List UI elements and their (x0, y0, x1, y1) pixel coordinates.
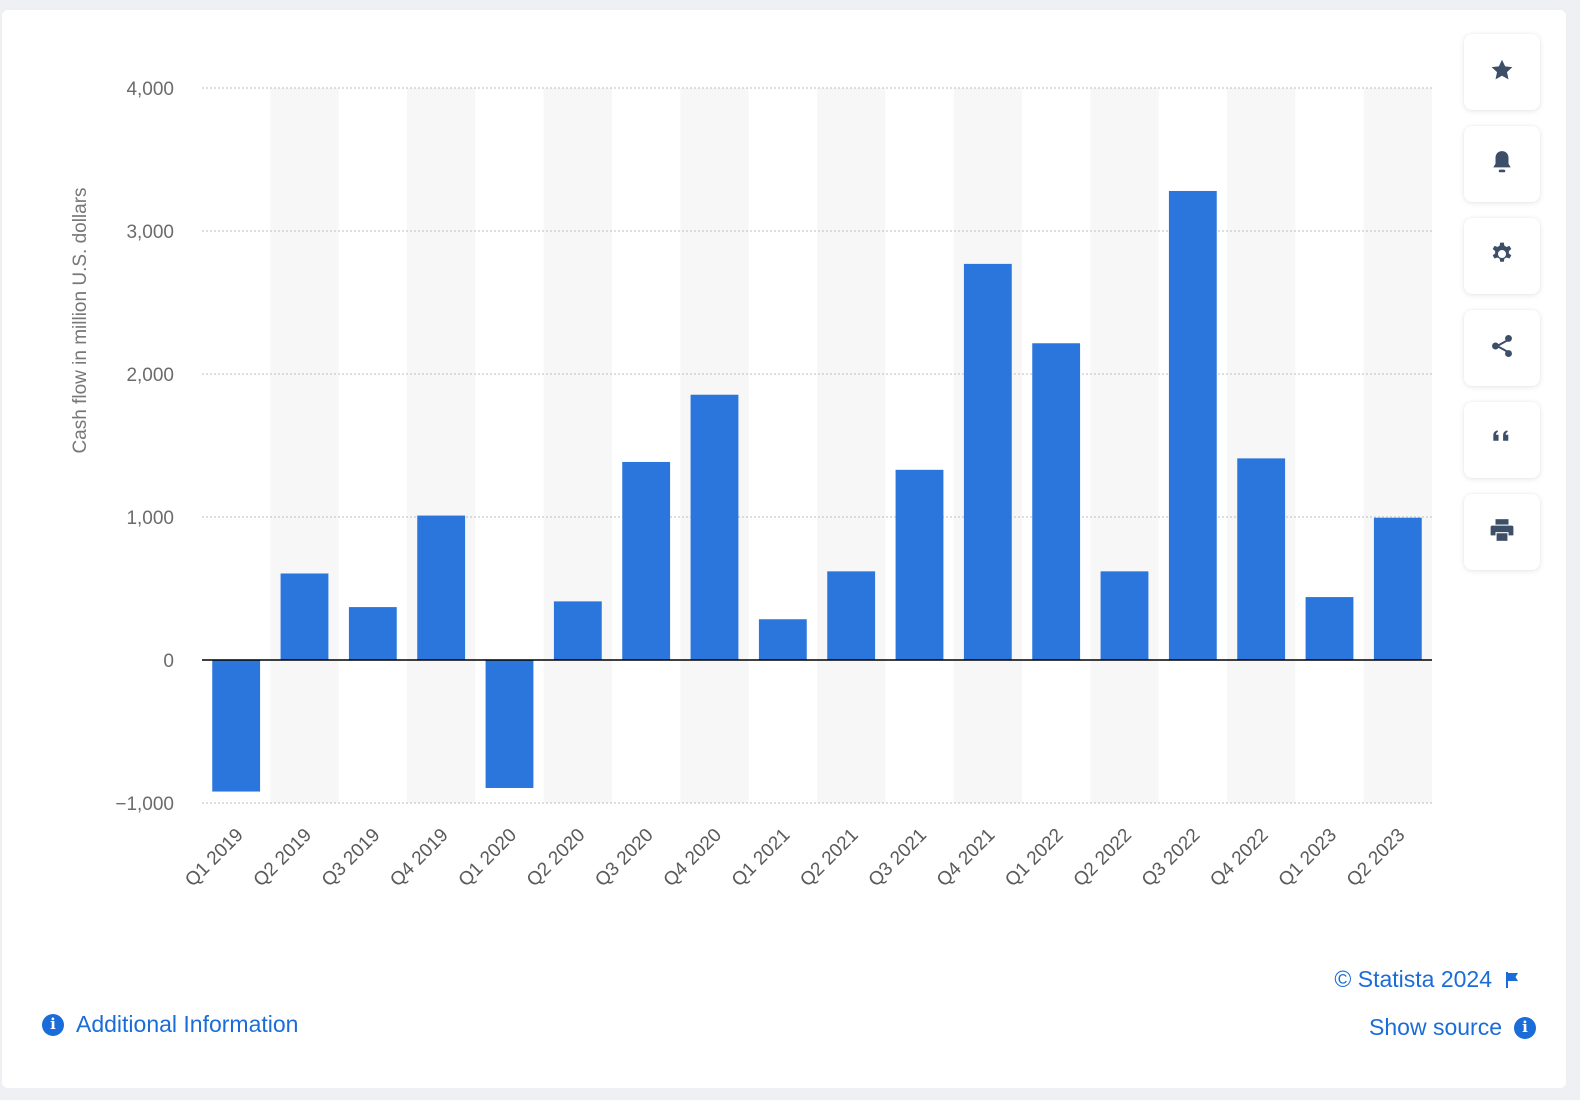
y-tick-label: −1,000 (115, 794, 174, 815)
share-icon (1489, 333, 1515, 364)
cite-button[interactable] (1464, 402, 1540, 478)
bar[interactable] (827, 571, 876, 660)
favorite-button[interactable] (1464, 34, 1540, 110)
credit-text: © Statista 2024 (1334, 966, 1492, 992)
gear-icon (1489, 241, 1515, 272)
bar[interactable] (690, 394, 739, 660)
bar[interactable] (485, 660, 534, 788)
x-tick-label: Q4 2021 (933, 825, 999, 891)
bar[interactable] (417, 515, 466, 660)
x-tick-label: Q1 2021 (728, 825, 794, 891)
bar[interactable] (1100, 571, 1149, 660)
additional-information-label: Additional Information (76, 1011, 299, 1037)
x-tick-label: Q3 2022 (1138, 825, 1204, 891)
y-tick-label: 0 (163, 651, 174, 672)
x-tick-label: Q2 2021 (796, 825, 862, 891)
background-bands (270, 88, 1432, 803)
y-tick-label: 3,000 (126, 222, 174, 243)
category-band (270, 88, 339, 803)
category-band (407, 88, 476, 803)
bar[interactable] (1168, 190, 1217, 660)
star-icon (1489, 57, 1515, 88)
x-tick-label: Q2 2020 (523, 825, 589, 891)
x-tick-label: Q1 2022 (1001, 825, 1067, 891)
info-icon: i (1514, 1016, 1536, 1039)
y-axis-ticks: −1,000 0 1,000 2,000 3,000 4,000 (115, 79, 174, 815)
notification-button[interactable] (1464, 126, 1540, 202)
bar[interactable] (553, 601, 602, 660)
show-source-label: Show source (1369, 1014, 1502, 1040)
x-tick-label: Q3 2019 (318, 825, 384, 891)
x-tick-label: Q2 2022 (1070, 825, 1136, 891)
chart-toolbar (1464, 34, 1540, 586)
y-axis-title: Cash flow in million U.S. dollars (70, 187, 91, 453)
y-tick-label: 2,000 (126, 365, 174, 386)
x-tick-label: Q4 2022 (1206, 825, 1272, 891)
x-axis-ticks: Q1 2019 Q2 2019 Q3 2019 Q4 2019 Q1 2020 Q2 20… (181, 825, 1409, 891)
x-tick-label: Q1 2020 (455, 825, 521, 891)
printer-icon (1489, 517, 1515, 548)
bar[interactable] (622, 461, 671, 660)
category-band (1090, 88, 1159, 803)
statista-credit[interactable]: © Statista 2024 (1334, 966, 1520, 993)
bar[interactable] (348, 607, 397, 660)
bar[interactable] (1305, 597, 1354, 660)
settings-button[interactable] (1464, 218, 1540, 294)
grid-lines (202, 87, 1432, 804)
bar[interactable] (1237, 458, 1286, 660)
bar[interactable] (963, 263, 1012, 660)
x-tick-label: Q2 2023 (1343, 825, 1409, 891)
show-source-link[interactable]: Show source i (1369, 1014, 1536, 1041)
category-band (1227, 88, 1296, 803)
category-band (817, 88, 886, 803)
category-band (1363, 88, 1432, 803)
category-band (543, 88, 612, 803)
info-icon: i (42, 1013, 64, 1036)
x-tick-label: Q1 2023 (1275, 825, 1341, 891)
bar[interactable] (280, 573, 329, 660)
bars (212, 190, 1422, 792)
x-tick-label: Q3 2020 (591, 825, 657, 891)
flag-icon (1504, 971, 1520, 989)
bar[interactable] (212, 660, 261, 792)
chart-card: −1,000 0 1,000 2,000 3,000 4,000 Q1 2019 Q2 20… (2, 10, 1566, 1088)
bar[interactable] (895, 469, 944, 660)
x-tick-label: Q4 2020 (660, 825, 726, 891)
quote-icon (1489, 425, 1515, 456)
x-tick-label: Q4 2019 (386, 825, 452, 891)
x-tick-label: Q2 2019 (250, 825, 316, 891)
bar[interactable] (758, 619, 807, 660)
y-tick-label: 4,000 (126, 79, 174, 100)
additional-information-link[interactable]: i Additional Information (42, 1011, 298, 1038)
y-tick-label: 1,000 (126, 508, 174, 529)
bar[interactable] (1373, 517, 1422, 660)
x-tick-label: Q3 2021 (865, 825, 931, 891)
bell-icon (1489, 149, 1515, 180)
print-button[interactable] (1464, 494, 1540, 570)
bar[interactable] (1032, 343, 1081, 660)
share-button[interactable] (1464, 310, 1540, 386)
x-tick-label: Q1 2019 (181, 825, 247, 891)
